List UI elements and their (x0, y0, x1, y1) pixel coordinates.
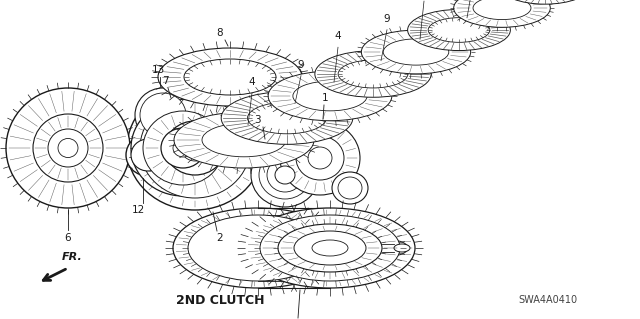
Text: 1: 1 (322, 93, 328, 103)
Ellipse shape (268, 71, 392, 121)
Ellipse shape (308, 147, 332, 169)
Ellipse shape (260, 215, 400, 281)
Ellipse shape (33, 114, 103, 182)
Ellipse shape (48, 129, 88, 167)
Ellipse shape (296, 136, 344, 180)
Text: 4: 4 (335, 31, 341, 41)
Ellipse shape (394, 244, 410, 252)
Ellipse shape (126, 134, 170, 176)
Text: FR.: FR. (61, 252, 83, 262)
Ellipse shape (131, 100, 235, 196)
Ellipse shape (362, 30, 470, 74)
Ellipse shape (251, 143, 319, 207)
Ellipse shape (248, 102, 326, 134)
Text: 8: 8 (217, 28, 223, 38)
Text: 13: 13 (152, 65, 164, 75)
Ellipse shape (127, 86, 263, 210)
Text: SWA4A0410: SWA4A0410 (518, 295, 577, 305)
Ellipse shape (383, 39, 449, 65)
Ellipse shape (158, 48, 302, 106)
Ellipse shape (140, 93, 186, 137)
Ellipse shape (174, 112, 314, 168)
Text: 6: 6 (65, 233, 71, 243)
Ellipse shape (173, 139, 193, 157)
Ellipse shape (428, 18, 490, 42)
Ellipse shape (181, 135, 209, 161)
Ellipse shape (58, 138, 78, 158)
Text: 7: 7 (162, 76, 168, 86)
Text: 2ND CLUTCH: 2ND CLUTCH (176, 293, 264, 307)
Ellipse shape (338, 60, 408, 88)
Ellipse shape (165, 121, 225, 175)
Ellipse shape (278, 224, 382, 272)
Ellipse shape (188, 215, 328, 281)
Ellipse shape (259, 151, 311, 199)
Ellipse shape (143, 111, 223, 185)
Ellipse shape (294, 231, 366, 265)
Ellipse shape (135, 88, 191, 142)
Ellipse shape (267, 158, 303, 192)
Ellipse shape (454, 0, 550, 27)
Text: 2: 2 (217, 233, 223, 243)
Text: 12: 12 (131, 205, 145, 215)
Ellipse shape (315, 51, 431, 97)
Ellipse shape (312, 240, 348, 256)
Ellipse shape (202, 123, 286, 157)
Text: 9: 9 (384, 14, 390, 24)
Ellipse shape (473, 0, 531, 19)
Ellipse shape (275, 166, 295, 184)
Ellipse shape (140, 98, 250, 198)
Ellipse shape (184, 59, 276, 95)
Ellipse shape (338, 177, 362, 199)
Text: 4: 4 (249, 77, 255, 87)
Ellipse shape (293, 81, 367, 111)
Ellipse shape (500, 0, 590, 4)
Text: 9: 9 (298, 60, 304, 70)
Ellipse shape (372, 240, 408, 256)
Ellipse shape (332, 172, 368, 204)
Ellipse shape (280, 121, 360, 195)
Ellipse shape (161, 128, 205, 168)
Ellipse shape (173, 208, 343, 288)
Ellipse shape (6, 88, 130, 208)
Ellipse shape (245, 208, 415, 288)
Ellipse shape (408, 10, 510, 50)
Text: 3: 3 (253, 115, 260, 125)
Ellipse shape (131, 139, 165, 171)
Ellipse shape (221, 92, 353, 144)
